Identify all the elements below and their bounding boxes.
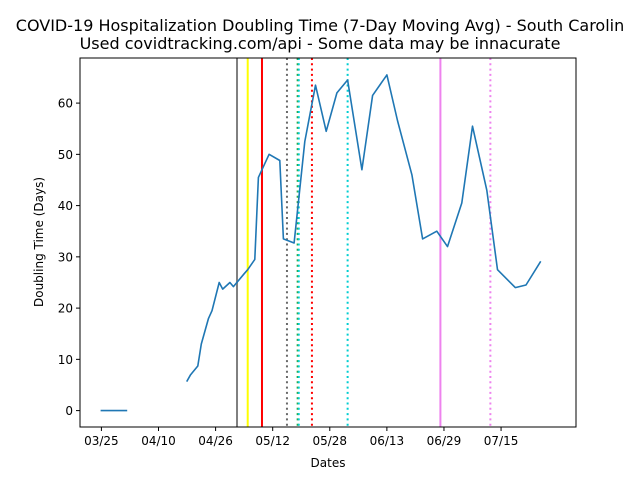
y-tick-label: 60	[58, 97, 73, 111]
y-tick-label: 40	[58, 199, 73, 213]
x-tick-label: 05/12	[255, 434, 290, 448]
y-tick-label: 50	[58, 148, 73, 162]
data-series	[100, 74, 542, 412]
x-tick-label: 06/13	[370, 434, 405, 448]
reference-lines	[236, 58, 492, 427]
y-tick-label: 30	[58, 250, 73, 264]
x-tick-label: 03/25	[84, 434, 119, 448]
series-line-segment-2	[186, 74, 542, 382]
y-tick-label: 0	[65, 404, 73, 418]
chart-subtitle: Used covidtracking.com/api - Some data m…	[80, 34, 561, 53]
y-axis-label: Doubling Time (Days)	[32, 177, 46, 307]
x-axis-ticks: 03/25 04/10 04/26 05/12 05/28 06/13 06/29 07/15	[84, 427, 518, 448]
x-axis-label: Dates	[311, 456, 346, 470]
plot-frame	[79, 57, 577, 428]
x-tick-label: 05/28	[312, 434, 347, 448]
x-tick-label: 04/10	[141, 434, 176, 448]
y-tick-label: 20	[58, 302, 73, 316]
chart-title: COVID-19 Hospitalization Doubling Time (…	[16, 16, 624, 35]
x-tick-label: 04/26	[198, 434, 233, 448]
x-tick-label: 07/15	[484, 434, 519, 448]
y-tick-label: 10	[58, 353, 73, 367]
x-tick-label: 06/29	[427, 434, 462, 448]
y-axis-ticks: 0 10 20 30 40 50 60	[58, 97, 80, 418]
